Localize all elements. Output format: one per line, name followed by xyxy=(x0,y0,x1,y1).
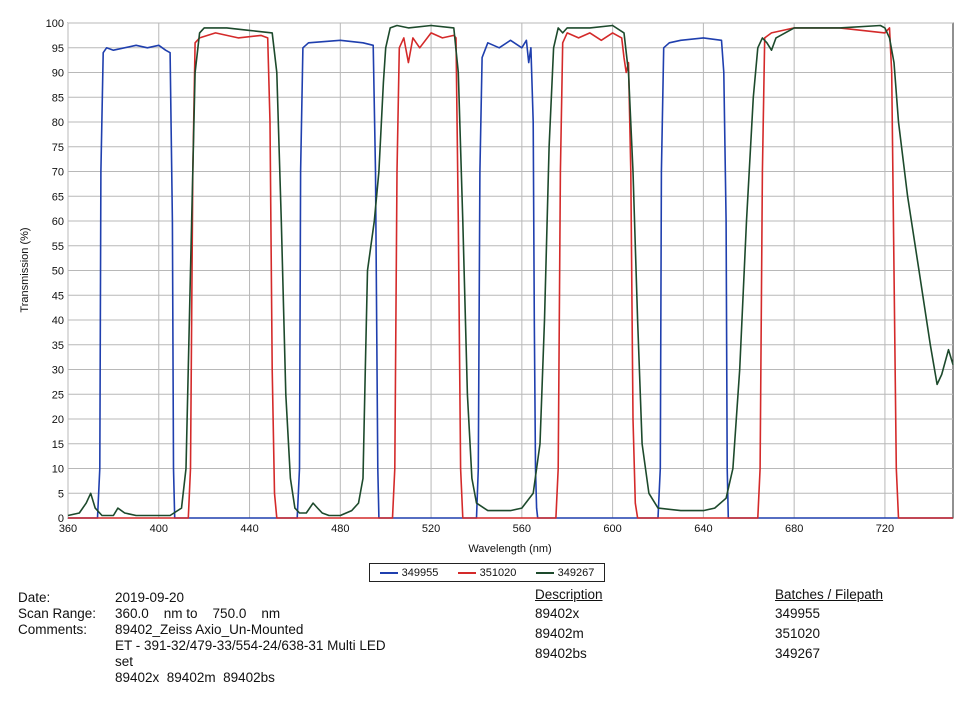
description-header: Description xyxy=(535,587,603,602)
x-tick-label: 680 xyxy=(785,523,803,535)
y-tick-label: 75 xyxy=(52,142,64,154)
description-item: 89402x xyxy=(535,606,580,621)
legend-label-1: 349955 xyxy=(401,566,439,579)
y-tick-label: 10 xyxy=(52,464,64,476)
x-tick-label: 720 xyxy=(876,523,894,535)
x-tick-label: 440 xyxy=(240,523,258,535)
series-lines xyxy=(67,24,954,519)
y-tick-label: 40 xyxy=(52,315,64,327)
comment-line: 89402x 89402m 89402bs xyxy=(115,670,275,685)
x-tick-labels: 360 400 440 480 520 560 600 640 680 720 xyxy=(59,523,894,535)
scan-range-row: Scan Range: 360.0 nm to 750.0 nm xyxy=(18,606,435,622)
series-line-349955 xyxy=(68,37,953,519)
y-tick-label: 100 xyxy=(46,18,64,30)
y-tick-label: 50 xyxy=(52,266,64,278)
date-value: 2019-09-20 xyxy=(115,590,185,605)
y-tick-label: 25 xyxy=(52,389,64,401)
x-axis-label: Wavelength (nm) xyxy=(468,543,551,555)
y-tick-label: 80 xyxy=(52,117,64,129)
scan-range-value: 360.0 nm to 750.0 nm xyxy=(115,606,281,621)
y-tick-label: 5 xyxy=(58,488,64,500)
legend-swatch-2 xyxy=(457,571,476,574)
x-tick-label: 600 xyxy=(603,523,621,535)
description-column: Description 89402x 89402m 89402bs xyxy=(535,587,603,666)
y-tick-label: 30 xyxy=(52,365,64,377)
series-line-349267 xyxy=(67,24,954,517)
y-tick-label: 95 xyxy=(52,43,64,55)
legend-item-3: 349267 xyxy=(535,566,595,579)
batch-item: 349267 xyxy=(775,646,821,661)
grid-lines xyxy=(67,22,953,519)
series-line-351020 xyxy=(68,27,953,519)
y-tick-labels: 0 5 10 15 20 25 30 35 40 45 50 55 60 65 70 75 80 85 90 95 10… xyxy=(46,18,64,525)
legend: 349955 351020 349267 xyxy=(369,563,605,582)
legend-label-2: 351020 xyxy=(479,566,517,579)
legend-swatch-1 xyxy=(379,571,398,574)
y-tick-label: 15 xyxy=(52,439,64,451)
y-tick-label: 0 xyxy=(58,513,64,525)
y-tick-label: 20 xyxy=(52,414,64,426)
y-tick-label: 45 xyxy=(52,290,64,302)
batch-item: 351020 xyxy=(775,626,821,641)
description-item: 89402bs xyxy=(535,646,587,661)
x-tick-label: 640 xyxy=(694,523,712,535)
x-tick-label: 400 xyxy=(150,523,168,535)
comment-line: 89402_Zeiss Axio_Un-Mounted xyxy=(115,622,304,637)
scan-range-label: Scan Range: xyxy=(18,606,97,621)
y-tick-label: 70 xyxy=(52,167,64,179)
x-tick-label: 520 xyxy=(422,523,440,535)
legend-swatch-3 xyxy=(535,571,554,574)
legend-item-2: 351020 xyxy=(457,566,517,579)
y-tick-label: 35 xyxy=(52,340,64,352)
legend-label-3: 349267 xyxy=(557,566,595,579)
y-tick-label: 65 xyxy=(52,191,64,203)
comments-row: Comments: 89402_Zeiss Axio_Un-Mounted ET… xyxy=(18,622,435,686)
x-tick-label: 480 xyxy=(331,523,349,535)
scan-info: Date: 2019-09-20 Scan Range: 360.0 nm to… xyxy=(18,590,435,686)
y-tick-label: 60 xyxy=(52,216,64,228)
y-tick-label: 90 xyxy=(52,68,64,80)
date-label: Date: xyxy=(18,590,51,605)
comments-label: Comments: xyxy=(18,622,88,637)
comment-line: ET - 391-32/479-33/554-24/638-31 Multi L… xyxy=(115,638,386,653)
comments-value: 89402_Zeiss Axio_Un-Mounted ET - 391-32/… xyxy=(115,622,435,686)
batches-column: Batches / Filepath 349955 351020 349267 xyxy=(775,587,883,666)
description-item: 89402m xyxy=(535,626,584,641)
batch-item: 349955 xyxy=(775,606,821,621)
x-tick-label: 560 xyxy=(513,523,531,535)
y-axis-label: Transmission (%) xyxy=(19,227,31,312)
y-tick-label: 55 xyxy=(52,241,64,253)
legend-item-1: 349955 xyxy=(379,566,439,579)
y-tick-label: 85 xyxy=(52,92,64,104)
date-row: Date: 2019-09-20 xyxy=(18,590,435,606)
transmission-chart: 360 400 440 480 520 560 600 640 680 720 0 5 10 15 20 2… xyxy=(19,18,954,555)
x-tick-label: 360 xyxy=(59,523,77,535)
comment-line: set xyxy=(115,654,134,669)
batches-header: Batches / Filepath xyxy=(775,587,884,602)
